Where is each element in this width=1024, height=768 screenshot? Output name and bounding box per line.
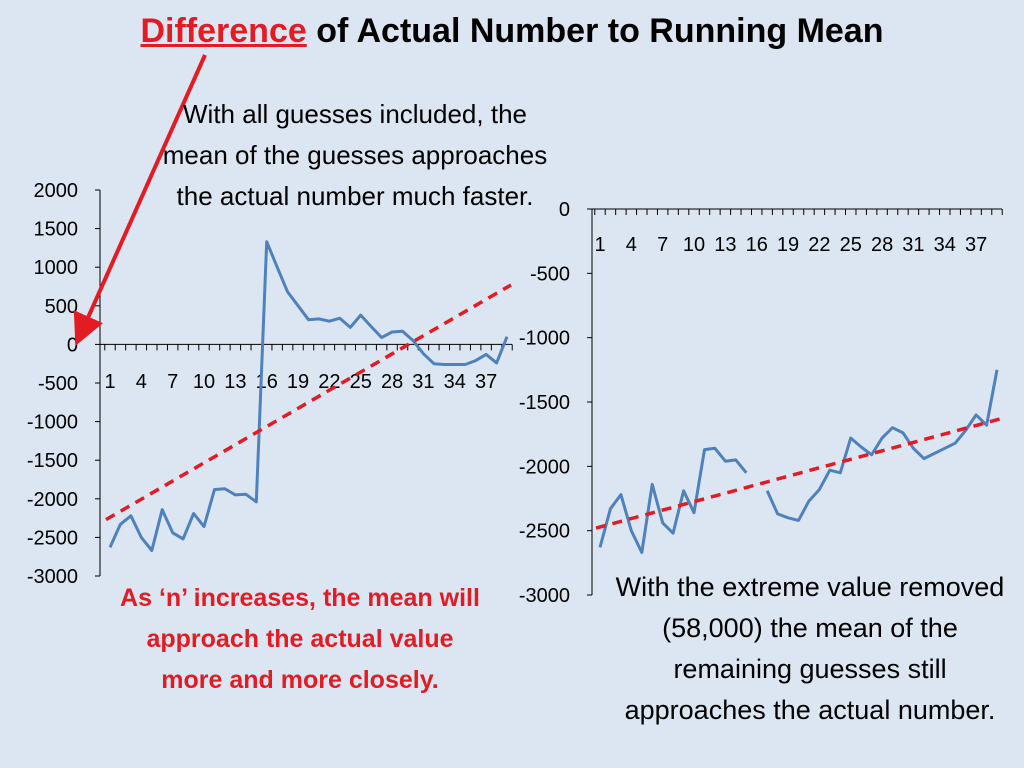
x-tick-label: 1: [104, 371, 115, 393]
x-tick-label: 37: [475, 371, 497, 393]
y-tick-label: -3000: [27, 566, 78, 588]
y-tick-label: -1500: [27, 450, 78, 472]
x-tick-label: 19: [287, 371, 309, 393]
y-tick-label: 2000: [34, 180, 79, 202]
x-tick-label: 37: [965, 234, 987, 256]
series-line-1: [598, 369, 999, 554]
x-tick-label: 7: [657, 234, 668, 256]
page-title: Difference of Actual Number to Running M…: [0, 12, 1024, 51]
y-tick-label: -2000: [27, 489, 78, 511]
y-tick-label: 1500: [34, 219, 79, 241]
x-tick-label: 13: [224, 371, 246, 393]
x-tick-label: 7: [167, 371, 178, 393]
y-tick-label: 0: [67, 334, 78, 356]
chart-all-guesses: 2000 1500 1000 500 0 -500 -1000 -1500 -2000 -2500…: [27, 180, 513, 588]
note-all-guesses: With all guesses included, the mean of t…: [162, 99, 548, 211]
x-tick-label: 28: [381, 371, 403, 393]
series-line-1: [108, 240, 509, 552]
x-tick-label: 10: [193, 371, 215, 393]
note-extreme-removed: With the extreme value removed (58,000) …: [615, 572, 1005, 725]
x-tick-label: 22: [808, 234, 830, 256]
y-tick-label: -1000: [27, 412, 78, 434]
x-tick-label: 25: [840, 234, 862, 256]
x-tick-label: 10: [683, 234, 705, 256]
x-tick-label: 16: [256, 371, 278, 393]
x-tick-label: 13: [714, 234, 736, 256]
x-tick-label: 31: [902, 234, 924, 256]
y-tick-label: 1000: [34, 257, 79, 279]
y-tick-label: -2000: [519, 456, 570, 478]
pointer-arrow: [73, 54, 207, 346]
x-tick-label: 31: [412, 371, 434, 393]
y-tick-label: -1000: [519, 328, 570, 350]
y-tick-label: -3000: [519, 585, 570, 607]
x-tick-label: 4: [626, 234, 637, 256]
y-tick-label: -2500: [519, 521, 570, 543]
x-tick-label: 25: [350, 371, 372, 393]
x-tick-label: 16: [746, 234, 768, 256]
chart-extreme-removed: 0 -500 -1000 -1500 -2000 -2500 -3000 1 4 7 10 13 16 1…: [519, 199, 1003, 607]
y-tick-label: 0: [559, 199, 570, 221]
y-tick-label: -2500: [27, 527, 78, 549]
x-tick-label: 34: [934, 234, 956, 256]
x-tick-label: 34: [444, 371, 466, 393]
title-rest: of Actual Number to Running Mean: [306, 12, 884, 50]
x-tick-label: 19: [777, 234, 799, 256]
x-tick-label: 28: [871, 234, 893, 256]
y-tick-label: 500: [45, 296, 78, 318]
y-tick-label: -500: [38, 373, 78, 395]
title-highlight: Difference: [140, 12, 307, 50]
y-tick-label: -500: [530, 263, 570, 285]
y-tick-label: -1500: [519, 392, 570, 414]
trendline: [595, 417, 1002, 530]
x-tick-label: 1: [594, 234, 605, 256]
x-tick-label: 4: [136, 371, 147, 393]
note-n-increases: As ‘n’ increases, the mean will approach…: [120, 584, 480, 694]
